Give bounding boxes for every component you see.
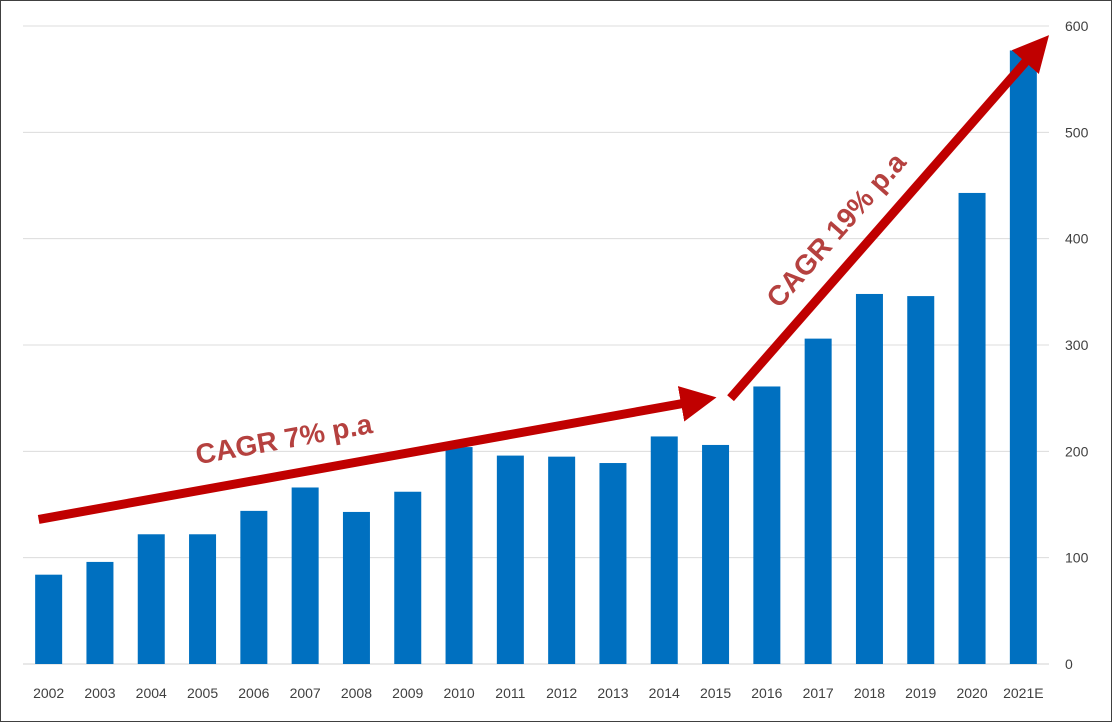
x-tick-label: 2012 xyxy=(546,685,577,701)
x-tick-label: 2015 xyxy=(700,685,731,701)
bar xyxy=(548,456,576,664)
cagr-label: CAGR 19% p.a xyxy=(760,146,912,313)
x-tick-label: 2006 xyxy=(238,685,269,701)
x-tick-label: 2011 xyxy=(495,685,525,701)
x-tick-label: 2010 xyxy=(443,685,474,701)
x-tick-label: 2019 xyxy=(905,685,936,701)
bar xyxy=(342,511,370,664)
bar xyxy=(35,574,63,664)
y-tick-label: 600 xyxy=(1065,18,1089,34)
bar-series xyxy=(35,50,1037,664)
x-tick-label: 2005 xyxy=(187,685,218,701)
bar xyxy=(189,534,217,664)
bar xyxy=(958,192,986,664)
y-tick-label: 400 xyxy=(1065,231,1089,247)
x-tick-label: 2020 xyxy=(956,685,987,701)
bar xyxy=(1009,50,1037,664)
x-tick-label: 2021E xyxy=(1003,685,1043,701)
bar xyxy=(650,436,678,664)
x-tick-label: 2018 xyxy=(854,685,885,701)
bar xyxy=(804,338,832,664)
bar xyxy=(753,386,781,664)
x-tick-label: 2009 xyxy=(392,685,423,701)
bar xyxy=(702,444,730,664)
x-axis: 2002 2003 2004 2005 2006 2007 2008 2009 2010 2011… xyxy=(33,685,1044,701)
x-tick-label: 2002 xyxy=(33,685,64,701)
bar xyxy=(445,447,473,664)
y-tick-label: 0 xyxy=(1065,656,1073,672)
cagr-arrow xyxy=(727,35,1050,402)
y-tick-label: 500 xyxy=(1065,124,1089,140)
y-tick-label: 100 xyxy=(1065,550,1089,566)
bar xyxy=(137,534,165,664)
bar xyxy=(907,296,935,664)
x-tick-label: 2013 xyxy=(597,685,628,701)
bar xyxy=(394,491,422,664)
x-tick-label: 2016 xyxy=(751,685,782,701)
bar xyxy=(599,463,627,664)
x-tick-label: 2008 xyxy=(341,685,372,701)
bar xyxy=(855,293,883,664)
bar xyxy=(496,455,524,664)
cagr-arrow xyxy=(37,386,717,524)
x-tick-label: 2003 xyxy=(84,685,115,701)
x-tick-label: 2017 xyxy=(803,685,834,701)
y-tick-label: 200 xyxy=(1065,443,1089,459)
gridlines xyxy=(23,25,1049,665)
bar xyxy=(291,487,319,664)
y-axis: 0 100 200 300 400 500 600 xyxy=(1065,18,1089,672)
bar xyxy=(86,561,114,664)
x-tick-label: 2007 xyxy=(290,685,321,701)
x-tick-label: 2014 xyxy=(649,685,680,701)
x-tick-label: 2004 xyxy=(136,685,167,701)
y-tick-label: 300 xyxy=(1065,337,1089,353)
bar xyxy=(240,510,268,664)
